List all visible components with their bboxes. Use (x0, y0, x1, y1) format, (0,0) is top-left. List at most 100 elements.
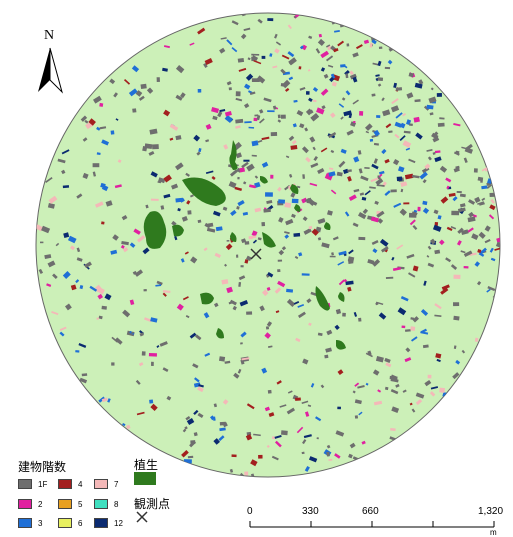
building-footprint (149, 399, 154, 404)
building-footprint (266, 200, 273, 205)
building-footprint (399, 135, 406, 141)
building-footprint (182, 428, 187, 433)
building-footprint (358, 317, 362, 322)
building-footprint (144, 143, 153, 149)
building-footprint (251, 56, 255, 62)
building-footprint (347, 169, 352, 173)
building-footprint (243, 159, 250, 162)
building-footprint (308, 225, 313, 230)
legend-label-5: 5 (78, 500, 83, 509)
building-footprint (220, 37, 227, 40)
building-footprint (253, 433, 261, 437)
building-footprint (237, 199, 245, 207)
building-footprint (120, 244, 125, 249)
building-footprint (385, 362, 392, 368)
building-footprint (474, 196, 481, 203)
building-footprint (420, 328, 428, 334)
building-footprint (432, 136, 440, 143)
building-footprint (324, 354, 329, 359)
building-footprint (109, 78, 116, 85)
building-footprint (317, 217, 326, 224)
building-footprint (304, 411, 310, 417)
building-footprint (226, 286, 233, 294)
building-footprint (84, 119, 89, 124)
building-footprint (463, 157, 468, 163)
building-footprint (145, 204, 149, 209)
building-footprint (453, 345, 457, 350)
building-footprint (375, 74, 380, 77)
building-footprint (496, 236, 500, 243)
building-footprint (155, 284, 162, 287)
building-footprint (479, 202, 485, 206)
building-footprint (251, 78, 260, 82)
building-footprint (423, 280, 427, 286)
building-footprint (414, 99, 421, 103)
building-footprint (400, 188, 404, 193)
building-footprint (241, 357, 250, 361)
building-footprint (180, 258, 185, 263)
building-footprint (266, 287, 271, 291)
building-footprint (352, 222, 359, 228)
building-footprint (79, 377, 88, 384)
building-footprint (377, 389, 382, 393)
building-footprint (424, 163, 431, 170)
building-footprint (122, 423, 126, 427)
building-footprint (277, 269, 281, 273)
building-footprint (226, 240, 230, 242)
building-footprint (288, 57, 297, 66)
building-footprint (197, 219, 202, 223)
building-footprint (229, 468, 234, 473)
building-footprint (461, 349, 466, 354)
building-footprint (256, 75, 266, 84)
building-footprint (157, 181, 162, 184)
building-footprint (293, 99, 298, 103)
building-footprint (203, 247, 208, 252)
building-footprint (402, 389, 407, 393)
building-footprint (395, 112, 403, 119)
building-footprint (122, 309, 131, 318)
building-footprint (312, 87, 319, 93)
scale-unit: m (490, 528, 497, 537)
building-footprint (93, 95, 102, 104)
building-footprint (411, 174, 420, 179)
building-footprint (240, 331, 247, 338)
building-footprint (117, 159, 122, 164)
building-footprint (285, 155, 290, 159)
building-footprint (397, 166, 405, 173)
building-footprint (432, 224, 442, 232)
building-footprint (312, 99, 317, 103)
building-footprint (325, 347, 332, 353)
building-footprint (352, 52, 359, 58)
building-footprint (277, 119, 282, 123)
building-footprint (395, 87, 403, 91)
building-footprint (337, 261, 345, 266)
building-footprint (88, 118, 96, 126)
building-footprint (490, 198, 495, 204)
building-footprint (174, 235, 178, 241)
building-footprint (244, 83, 251, 90)
building-footprint (328, 171, 336, 177)
building-footprint (328, 167, 334, 170)
building-footprint (92, 171, 97, 177)
building-footprint (104, 293, 112, 301)
building-footprint (433, 209, 439, 215)
building-footprint (59, 331, 65, 337)
building-footprint (194, 377, 200, 383)
building-footprint (390, 105, 400, 113)
building-footprint (277, 114, 281, 119)
building-footprint (358, 411, 363, 416)
building-footprint (415, 398, 423, 406)
building-footprint (136, 411, 145, 416)
building-footprint (285, 218, 294, 226)
building-footprint (290, 144, 298, 150)
building-footprint (285, 87, 290, 92)
building-footprint (377, 218, 384, 224)
building-footprint (256, 114, 261, 121)
building-footprint (175, 135, 182, 141)
building-footprint (375, 356, 384, 363)
building-footprint (257, 139, 263, 143)
building-footprint (377, 83, 382, 87)
building-footprint (163, 174, 172, 183)
building-footprint (184, 251, 189, 255)
building-footprint (459, 193, 466, 198)
